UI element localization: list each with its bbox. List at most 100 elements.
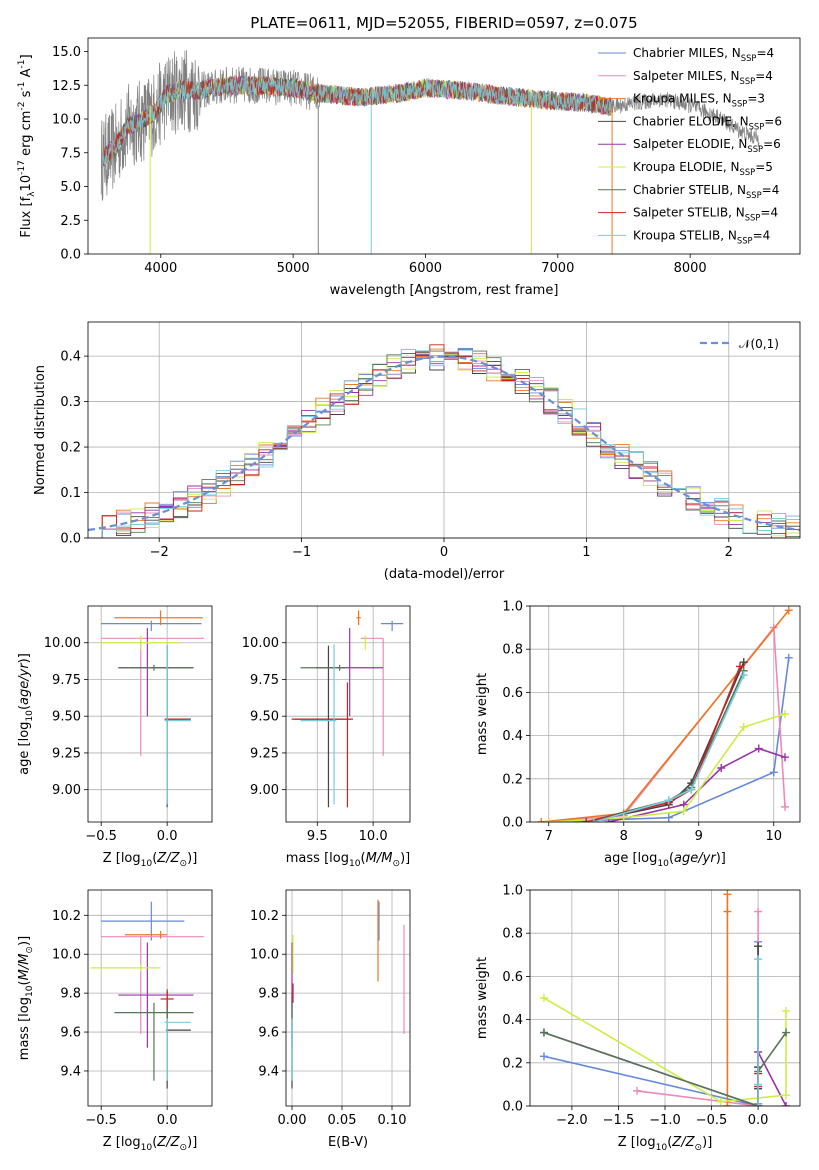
mass-weight-marker bbox=[664, 813, 673, 822]
x-tick-label: −2.0 bbox=[556, 1113, 588, 1128]
errorbar-point bbox=[118, 664, 194, 671]
mass-weight-marker bbox=[784, 653, 793, 662]
mass-weight-line bbox=[586, 661, 745, 822]
x-axis-label: Z [log10​(Z/Z⊙​)] bbox=[103, 1135, 198, 1153]
y-tick-label: 9.50 bbox=[52, 710, 81, 725]
x-tick-label: 7000 bbox=[541, 261, 574, 276]
y-axis-label: Normed distribution bbox=[33, 365, 48, 495]
y-tick-label: 0.6 bbox=[502, 970, 523, 985]
legend-label: Salpeter STELIB, NSSP​=4 bbox=[633, 206, 778, 223]
y-tick-label: 0.8 bbox=[502, 643, 523, 658]
x-tick-label: 7 bbox=[545, 829, 553, 844]
panel-weight_vs_Z: −2.0 −1.5 −1.0 −0.5 0.0 0.0 0.2 0.4 0.6 0.8 1.0 Z [… bbox=[475, 884, 801, 1153]
errorbar-point bbox=[101, 620, 202, 631]
legend-label: Kroupa MILES, NSSP​=3 bbox=[633, 92, 765, 109]
mass-weight-marker bbox=[723, 1102, 732, 1106]
x-tick-label: 5000 bbox=[277, 261, 310, 276]
axes-frame bbox=[87, 37, 801, 255]
mass-weight-marker bbox=[739, 722, 748, 731]
errorbar-point bbox=[356, 610, 361, 626]
mass-weight-marker bbox=[716, 1097, 725, 1106]
errorbar-point bbox=[90, 963, 161, 972]
mass-weight-marker bbox=[544, 818, 553, 822]
y-tick-label: 9.75 bbox=[250, 673, 279, 688]
legend-label: Chabrier MILES, NSSP​=4 bbox=[633, 46, 774, 63]
mass-weight-marker bbox=[739, 671, 748, 680]
mass-weight-marker bbox=[539, 1052, 548, 1061]
plot-area bbox=[90, 901, 205, 1089]
x-tick-label: 8 bbox=[620, 829, 628, 844]
mass-weight-marker bbox=[739, 658, 748, 667]
y-tick-label: 10.0 bbox=[52, 113, 81, 128]
x-tick-label: 4000 bbox=[144, 261, 177, 276]
errorbar-point bbox=[300, 644, 337, 805]
errorbar-point bbox=[360, 637, 384, 756]
y-tick-label: 10.0 bbox=[52, 948, 81, 963]
mass-weight-line bbox=[543, 997, 787, 1103]
y-tick-label: 0.8 bbox=[502, 927, 523, 942]
mass-weight-marker bbox=[619, 813, 628, 822]
y-tick-label: 0.2 bbox=[502, 772, 523, 787]
mass-weight-marker bbox=[687, 785, 696, 794]
y-tick-label: 1.0 bbox=[502, 600, 523, 615]
y-tick-label: 7.5 bbox=[60, 146, 81, 161]
mass-weight-marker bbox=[754, 744, 763, 753]
errorbar-point bbox=[114, 1002, 194, 1081]
plot-area bbox=[100, 50, 760, 254]
legend-label: Salpeter MILES, NSSP​=4 bbox=[633, 69, 773, 86]
errorbar-point bbox=[294, 645, 351, 808]
y-tick-label: 0.4 bbox=[502, 1013, 523, 1028]
x-axis-label: mass [log10​(M/M⊙​)] bbox=[286, 851, 410, 869]
mass-weight-marker bbox=[784, 606, 793, 615]
y-tick-label: 9.6 bbox=[60, 1026, 81, 1041]
x-tick-label: 6000 bbox=[409, 261, 442, 276]
errorbar-point bbox=[118, 628, 194, 717]
mass-weight-marker bbox=[754, 907, 763, 916]
y-tick-label: 9.00 bbox=[52, 783, 81, 798]
mass-weight-line bbox=[586, 666, 741, 822]
mass-weight-marker bbox=[679, 807, 688, 816]
y-tick-label: 9.00 bbox=[250, 783, 279, 798]
axes-frame bbox=[87, 321, 801, 539]
mass-weight-marker bbox=[723, 907, 732, 916]
errorbar-point bbox=[380, 620, 404, 631]
mass-weight-marker bbox=[782, 1006, 791, 1015]
x-axis-label: Z [log10​(Z/Z⊙​)] bbox=[103, 851, 198, 869]
y-tick-label: 0.0 bbox=[502, 1100, 523, 1115]
mass-weight-marker bbox=[633, 1086, 642, 1095]
errorbar-point bbox=[165, 645, 191, 808]
mass-weight-marker bbox=[754, 942, 763, 951]
mass-weight-marker bbox=[723, 890, 732, 899]
x-tick-label: −0.5 bbox=[85, 1113, 117, 1128]
x-tick-label: 8000 bbox=[674, 261, 707, 276]
model-spectrum-line bbox=[102, 76, 612, 168]
y-tick-label: 0.3 bbox=[60, 395, 81, 410]
panel-mass_vs_Z: −0.5 0.0 9.4 9.6 9.8 10.0 10.2 Z [log10​(Z/Z⊙​)… bbox=[17, 889, 213, 1153]
legend-label: Kroupa ELODIE, NSSP​=5 bbox=[633, 160, 773, 177]
errorbar-point bbox=[164, 1018, 191, 1081]
x-tick-label: 0.0 bbox=[748, 1113, 769, 1128]
legend-label: Salpeter ELODIE, NSSP​=6 bbox=[633, 137, 781, 154]
y-tick-label: 0.0 bbox=[502, 816, 523, 831]
x-tick-label: 0.0 bbox=[157, 829, 178, 844]
model-spectrum-line bbox=[102, 75, 612, 168]
mass-weight-marker bbox=[754, 955, 763, 964]
errorbar-point bbox=[118, 942, 194, 1048]
plot-area bbox=[537, 606, 793, 822]
y-tick-label: 9.8 bbox=[258, 987, 279, 1002]
spectrum-legend: Chabrier MILES, NSSP​=4 Salpeter MILES, N… bbox=[598, 46, 782, 245]
y-tick-label: 9.50 bbox=[250, 710, 279, 725]
errorbar-point bbox=[124, 930, 168, 939]
legend-label: Chabrier ELODIE, NSSP​=6 bbox=[633, 114, 782, 131]
axes-frame bbox=[529, 605, 801, 823]
legend-label: Chabrier STELIB, NSSP​=4 bbox=[633, 183, 779, 200]
y-tick-label: 0.4 bbox=[60, 350, 81, 365]
mass-weight-marker bbox=[664, 796, 673, 805]
mass-weight-marker bbox=[781, 802, 789, 811]
x-tick-label: 9 bbox=[695, 829, 703, 844]
y-tick-label: 0.1 bbox=[60, 486, 81, 501]
plot-area bbox=[539, 890, 791, 1106]
legend-label: Kroupa STELIB, NSSP​=4 bbox=[633, 228, 770, 245]
x-tick-label: −1.5 bbox=[603, 1113, 635, 1128]
